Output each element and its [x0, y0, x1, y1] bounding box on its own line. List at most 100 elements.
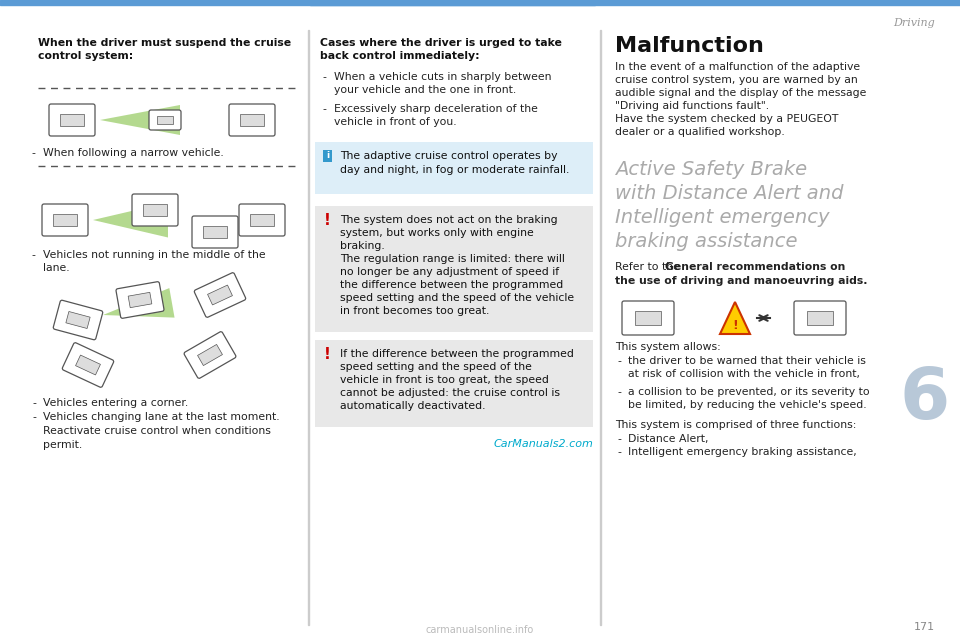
- FancyBboxPatch shape: [794, 301, 846, 335]
- Bar: [251, 214, 274, 227]
- Text: back control immediately:: back control immediately:: [320, 51, 480, 61]
- Text: the driver to be warned that their vehicle is: the driver to be warned that their vehic…: [628, 356, 866, 366]
- Bar: [143, 204, 166, 216]
- Text: In the event of a malfunction of the adaptive: In the event of a malfunction of the ada…: [615, 62, 860, 72]
- Text: carmanualsonline.info: carmanualsonline.info: [426, 625, 534, 635]
- Text: The adaptive cruise control operates by: The adaptive cruise control operates by: [340, 151, 558, 161]
- Bar: [128, 292, 152, 308]
- Text: dealer or a qualified workshop.: dealer or a qualified workshop.: [615, 127, 784, 137]
- Text: system, but works only with engine: system, but works only with engine: [340, 228, 534, 238]
- Bar: [323, 150, 332, 162]
- Bar: [806, 311, 833, 324]
- Text: speed setting and the speed of the vehicle: speed setting and the speed of the vehic…: [340, 293, 574, 303]
- Text: 6: 6: [900, 365, 950, 435]
- FancyBboxPatch shape: [149, 110, 181, 130]
- Text: -: -: [32, 250, 39, 260]
- Text: This system allows:: This system allows:: [615, 342, 721, 352]
- FancyBboxPatch shape: [194, 273, 246, 317]
- Text: permit.: permit.: [43, 440, 83, 450]
- Bar: [198, 344, 223, 365]
- Text: Refer to the: Refer to the: [615, 262, 684, 272]
- Text: Distance Alert,: Distance Alert,: [628, 434, 708, 444]
- Polygon shape: [103, 288, 175, 317]
- Polygon shape: [100, 105, 180, 135]
- Text: When the driver must suspend the cruise
control system:: When the driver must suspend the cruise …: [38, 38, 291, 61]
- Text: vehicle in front of you.: vehicle in front of you.: [334, 117, 457, 127]
- Text: no longer be any adjustment of speed if: no longer be any adjustment of speed if: [340, 267, 559, 277]
- Text: CarManuals2.com: CarManuals2.com: [493, 439, 593, 449]
- Polygon shape: [93, 202, 168, 237]
- Text: !: !: [324, 347, 330, 362]
- Bar: [600, 30, 601, 625]
- Bar: [204, 226, 227, 238]
- Text: -: -: [617, 356, 621, 366]
- Bar: [66, 312, 90, 328]
- Polygon shape: [720, 302, 750, 334]
- Bar: [315, 340, 593, 427]
- Bar: [240, 114, 264, 126]
- FancyBboxPatch shape: [622, 301, 674, 335]
- FancyBboxPatch shape: [132, 194, 178, 226]
- Text: -: -: [32, 412, 36, 422]
- Bar: [157, 116, 173, 124]
- Bar: [60, 114, 84, 126]
- Bar: [0, 0, 960, 5]
- Text: the difference between the programmed: the difference between the programmed: [340, 280, 564, 290]
- Text: If the difference between the programmed: If the difference between the programmed: [340, 349, 574, 359]
- Text: Have the system checked by a PEUGEOT: Have the system checked by a PEUGEOT: [615, 114, 838, 124]
- Bar: [308, 30, 309, 625]
- Text: -: -: [617, 387, 621, 397]
- Text: -: -: [617, 434, 621, 444]
- Text: in front becomes too great.: in front becomes too great.: [340, 306, 490, 316]
- Text: i: i: [326, 151, 329, 160]
- Text: When following a narrow vehicle.: When following a narrow vehicle.: [43, 148, 224, 158]
- Text: Vehicles changing lane at the last moment.: Vehicles changing lane at the last momen…: [43, 412, 279, 422]
- Text: automatically deactivated.: automatically deactivated.: [340, 401, 486, 411]
- Bar: [635, 311, 661, 324]
- FancyBboxPatch shape: [53, 300, 103, 340]
- FancyBboxPatch shape: [49, 104, 95, 136]
- FancyBboxPatch shape: [184, 332, 236, 378]
- Text: -: -: [322, 72, 325, 82]
- Text: Active Safety Brake: Active Safety Brake: [615, 160, 807, 179]
- Text: 171: 171: [914, 622, 935, 632]
- Text: speed setting and the speed of the: speed setting and the speed of the: [340, 362, 532, 372]
- Text: Malfunction: Malfunction: [615, 36, 764, 56]
- FancyBboxPatch shape: [229, 104, 275, 136]
- Text: !: !: [732, 319, 738, 332]
- Text: Excessively sharp deceleration of the: Excessively sharp deceleration of the: [334, 104, 538, 114]
- Text: The system does not act on the braking: The system does not act on the braking: [340, 215, 558, 225]
- Bar: [315, 206, 593, 332]
- FancyBboxPatch shape: [192, 216, 238, 248]
- Text: at risk of collision with the vehicle in front,: at risk of collision with the vehicle in…: [628, 369, 860, 379]
- Text: Intelligent emergency braking assistance,: Intelligent emergency braking assistance…: [628, 447, 856, 457]
- Text: Vehicles entering a corner.: Vehicles entering a corner.: [43, 398, 188, 408]
- Bar: [315, 142, 593, 194]
- Text: the use of driving and manoeuvring aids.: the use of driving and manoeuvring aids.: [615, 276, 868, 286]
- Text: -: -: [32, 148, 39, 158]
- FancyBboxPatch shape: [62, 342, 113, 387]
- Bar: [207, 285, 232, 305]
- Text: -: -: [322, 104, 325, 114]
- Bar: [76, 355, 101, 375]
- Text: your vehicle and the one in front.: your vehicle and the one in front.: [334, 85, 516, 95]
- Text: When a vehicle cuts in sharply between: When a vehicle cuts in sharply between: [334, 72, 551, 82]
- Text: This system is comprised of three functions:: This system is comprised of three functi…: [615, 420, 856, 430]
- FancyBboxPatch shape: [239, 204, 285, 236]
- Text: The regulation range is limited: there will: The regulation range is limited: there w…: [340, 254, 564, 264]
- Text: cannot be adjusted: the cruise control is: cannot be adjusted: the cruise control i…: [340, 388, 560, 398]
- Text: vehicle in front is too great, the speed: vehicle in front is too great, the speed: [340, 375, 549, 385]
- Text: "Driving aid functions fault".: "Driving aid functions fault".: [615, 101, 769, 111]
- Text: cruise control system, you are warned by an: cruise control system, you are warned by…: [615, 75, 857, 85]
- Text: Vehicles not running in the middle of the
lane.: Vehicles not running in the middle of th…: [43, 250, 266, 273]
- Bar: [54, 214, 77, 227]
- Bar: [310, 0, 595, 5]
- Text: -: -: [617, 447, 621, 457]
- Text: !: !: [324, 213, 330, 228]
- Text: day and night, in fog or moderate rainfall.: day and night, in fog or moderate rainfa…: [340, 165, 569, 175]
- Text: General recommendations on: General recommendations on: [665, 262, 846, 272]
- Text: Intelligent emergency: Intelligent emergency: [615, 208, 829, 227]
- Text: braking.: braking.: [340, 241, 385, 251]
- Text: with Distance Alert and: with Distance Alert and: [615, 184, 844, 203]
- Text: Reactivate cruise control when conditions: Reactivate cruise control when condition…: [43, 426, 271, 436]
